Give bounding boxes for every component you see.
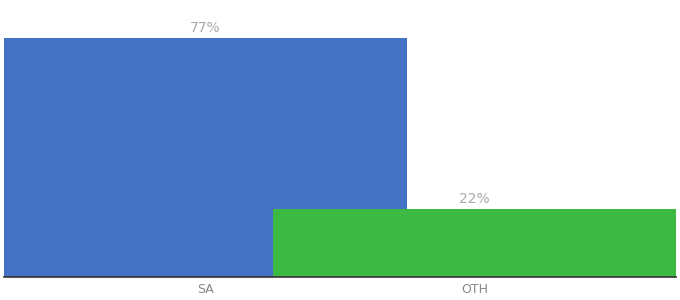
Text: 77%: 77% bbox=[190, 21, 221, 35]
Bar bbox=[273, 209, 676, 277]
Text: 22%: 22% bbox=[459, 192, 490, 206]
Bar bbox=[4, 38, 407, 277]
